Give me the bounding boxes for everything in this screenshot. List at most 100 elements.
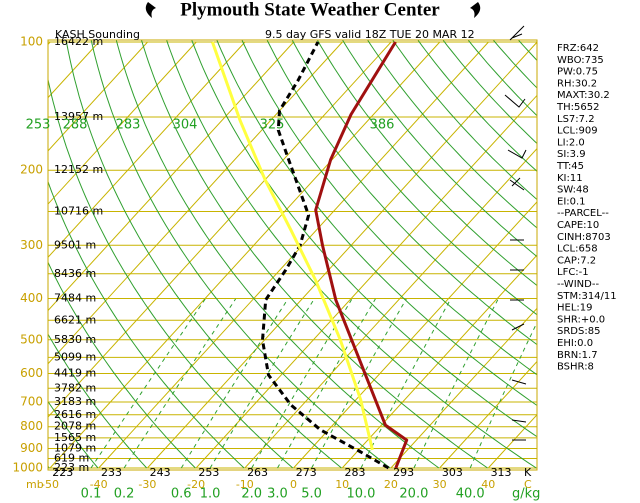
mixing-ratio-line	[469, 321, 537, 469]
theta-tick-label: 223	[52, 466, 73, 479]
index-text: EHI:0.0	[557, 338, 593, 349]
dry-adiabat	[316, 40, 537, 287]
dry-adiabat	[241, 40, 537, 376]
dry-adiabat	[90, 40, 391, 469]
swoosh-left	[145, 2, 156, 18]
index-text: BRN:1.7	[557, 350, 598, 361]
height-label: 4419 m	[54, 366, 96, 379]
index-text: SHR:+0.0	[557, 314, 605, 325]
dry-adiabat	[191, 40, 537, 438]
height-label: 2078 m	[54, 420, 96, 433]
isotherm	[439, 360, 537, 469]
dry-adiabat	[417, 40, 537, 173]
dry-adiabat	[48, 261, 196, 469]
mixing-ratio-line	[251, 298, 353, 469]
mixing-ratio-label: 20.0	[399, 487, 428, 502]
mixing-ratio-line	[311, 298, 407, 469]
theta-tick-label: 263	[247, 466, 268, 479]
height-label: 6621 m	[54, 313, 96, 326]
index-text: LFC:-1	[557, 267, 589, 278]
mixing-ratio-line	[180, 298, 289, 469]
dry-adiabat	[366, 40, 537, 229]
index-text: --WIND--	[557, 279, 599, 290]
isotherm	[0, 42, 1, 468]
index-text: TT:45	[556, 161, 584, 172]
index-text: PW:0.75	[557, 67, 598, 78]
index-text: LCL:909	[557, 126, 598, 137]
x-tick-label: -50	[41, 478, 59, 491]
index-text: STM:314/11	[557, 291, 617, 302]
dry-adiabat	[216, 40, 537, 407]
theta-tick-label: 273	[296, 466, 317, 479]
temperature-unit: C	[524, 478, 532, 491]
height-label: 1565 m	[54, 431, 96, 444]
dry-adiabat	[48, 333, 148, 469]
index-text: FRZ:642	[557, 43, 599, 54]
height-label: 3183 m	[54, 395, 96, 408]
mixing-ratio-label: 2.0	[241, 487, 262, 502]
isotherm	[48, 41, 392, 418]
theta-tick-label: 243	[150, 466, 171, 479]
mixing-ratio-line	[90, 298, 206, 469]
isotherm	[48, 41, 197, 205]
theta-tick-label: 293	[393, 466, 414, 479]
index-text: LCL:658	[557, 244, 598, 255]
height-label: 5099 m	[54, 350, 96, 363]
theta-e-label: 283	[116, 118, 141, 133]
height-label: 10716 m	[54, 205, 103, 218]
index-text: KI:11	[557, 173, 583, 184]
index-text: SRDS:85	[557, 326, 600, 337]
theta-tick-label: 313	[491, 466, 512, 479]
x-tick-label: -10	[236, 478, 254, 491]
index-text: SW:48	[557, 185, 589, 196]
dry-adiabat	[442, 40, 537, 145]
dry-adiabat	[467, 40, 537, 117]
height-label: 3782 m	[54, 381, 96, 394]
theta-tick-label: 253	[198, 466, 219, 479]
mixing-ratio-label: 1.0	[200, 487, 221, 502]
height-label: 16422 m	[54, 35, 103, 48]
pressure-unit: mb	[26, 478, 44, 491]
height-label: 9501 m	[54, 238, 96, 251]
y-tick-label: 700	[20, 395, 43, 409]
chart-title: Plymouth State Weather Center	[180, 0, 440, 20]
index-text: MAXT:30.2	[557, 90, 610, 101]
isotherm	[390, 307, 537, 469]
y-tick-label: 800	[20, 419, 43, 433]
profile-line	[314, 41, 409, 469]
isotherm	[48, 41, 295, 312]
theta-tick-label: 303	[442, 466, 463, 479]
theta-tick-label: 283	[344, 466, 365, 479]
height-label: 13957 m	[54, 110, 103, 123]
mixing-ratio-label: 3.0	[267, 487, 288, 502]
dry-adiabat	[594, 40, 640, 468]
y-tick-label: 900	[20, 441, 43, 455]
height-label: 7484 m	[54, 291, 96, 304]
theta-e-label: 253	[26, 118, 51, 133]
index-text: LI:2.0	[557, 137, 585, 148]
x-tick-label: -30	[138, 478, 156, 491]
height-label: 619 m	[54, 452, 89, 465]
x-tick-label: 20	[384, 478, 398, 491]
y-tick-label: 1000	[12, 461, 43, 475]
index-text: SI:3.9	[557, 149, 586, 160]
dry-adiabat	[619, 40, 640, 468]
index-text: CAPE:10	[557, 220, 599, 231]
mixing-ratio-label: 0.1	[81, 487, 102, 502]
subtitle: 9.5 day GFS valid 18Z TUE 20 MAR 12	[265, 28, 475, 41]
height-label: 2616 m	[54, 408, 96, 421]
y-tick-label: 600	[20, 366, 43, 380]
mixing-ratio-line	[413, 298, 499, 469]
profile-line	[210, 41, 374, 451]
mixing-ratio-label: 0.6	[171, 487, 192, 502]
dry-adiabat	[392, 40, 537, 201]
theta-e-label: 325	[260, 118, 285, 133]
dry-adiabat	[266, 40, 537, 346]
wind-barbs	[504, 25, 527, 441]
index-text: HEL:19	[557, 303, 593, 314]
isotherm	[341, 254, 537, 469]
mixing-ratio-label: 40.0	[456, 487, 485, 502]
theta-tick-label: 233	[101, 466, 122, 479]
height-label: 8436 m	[54, 267, 96, 280]
